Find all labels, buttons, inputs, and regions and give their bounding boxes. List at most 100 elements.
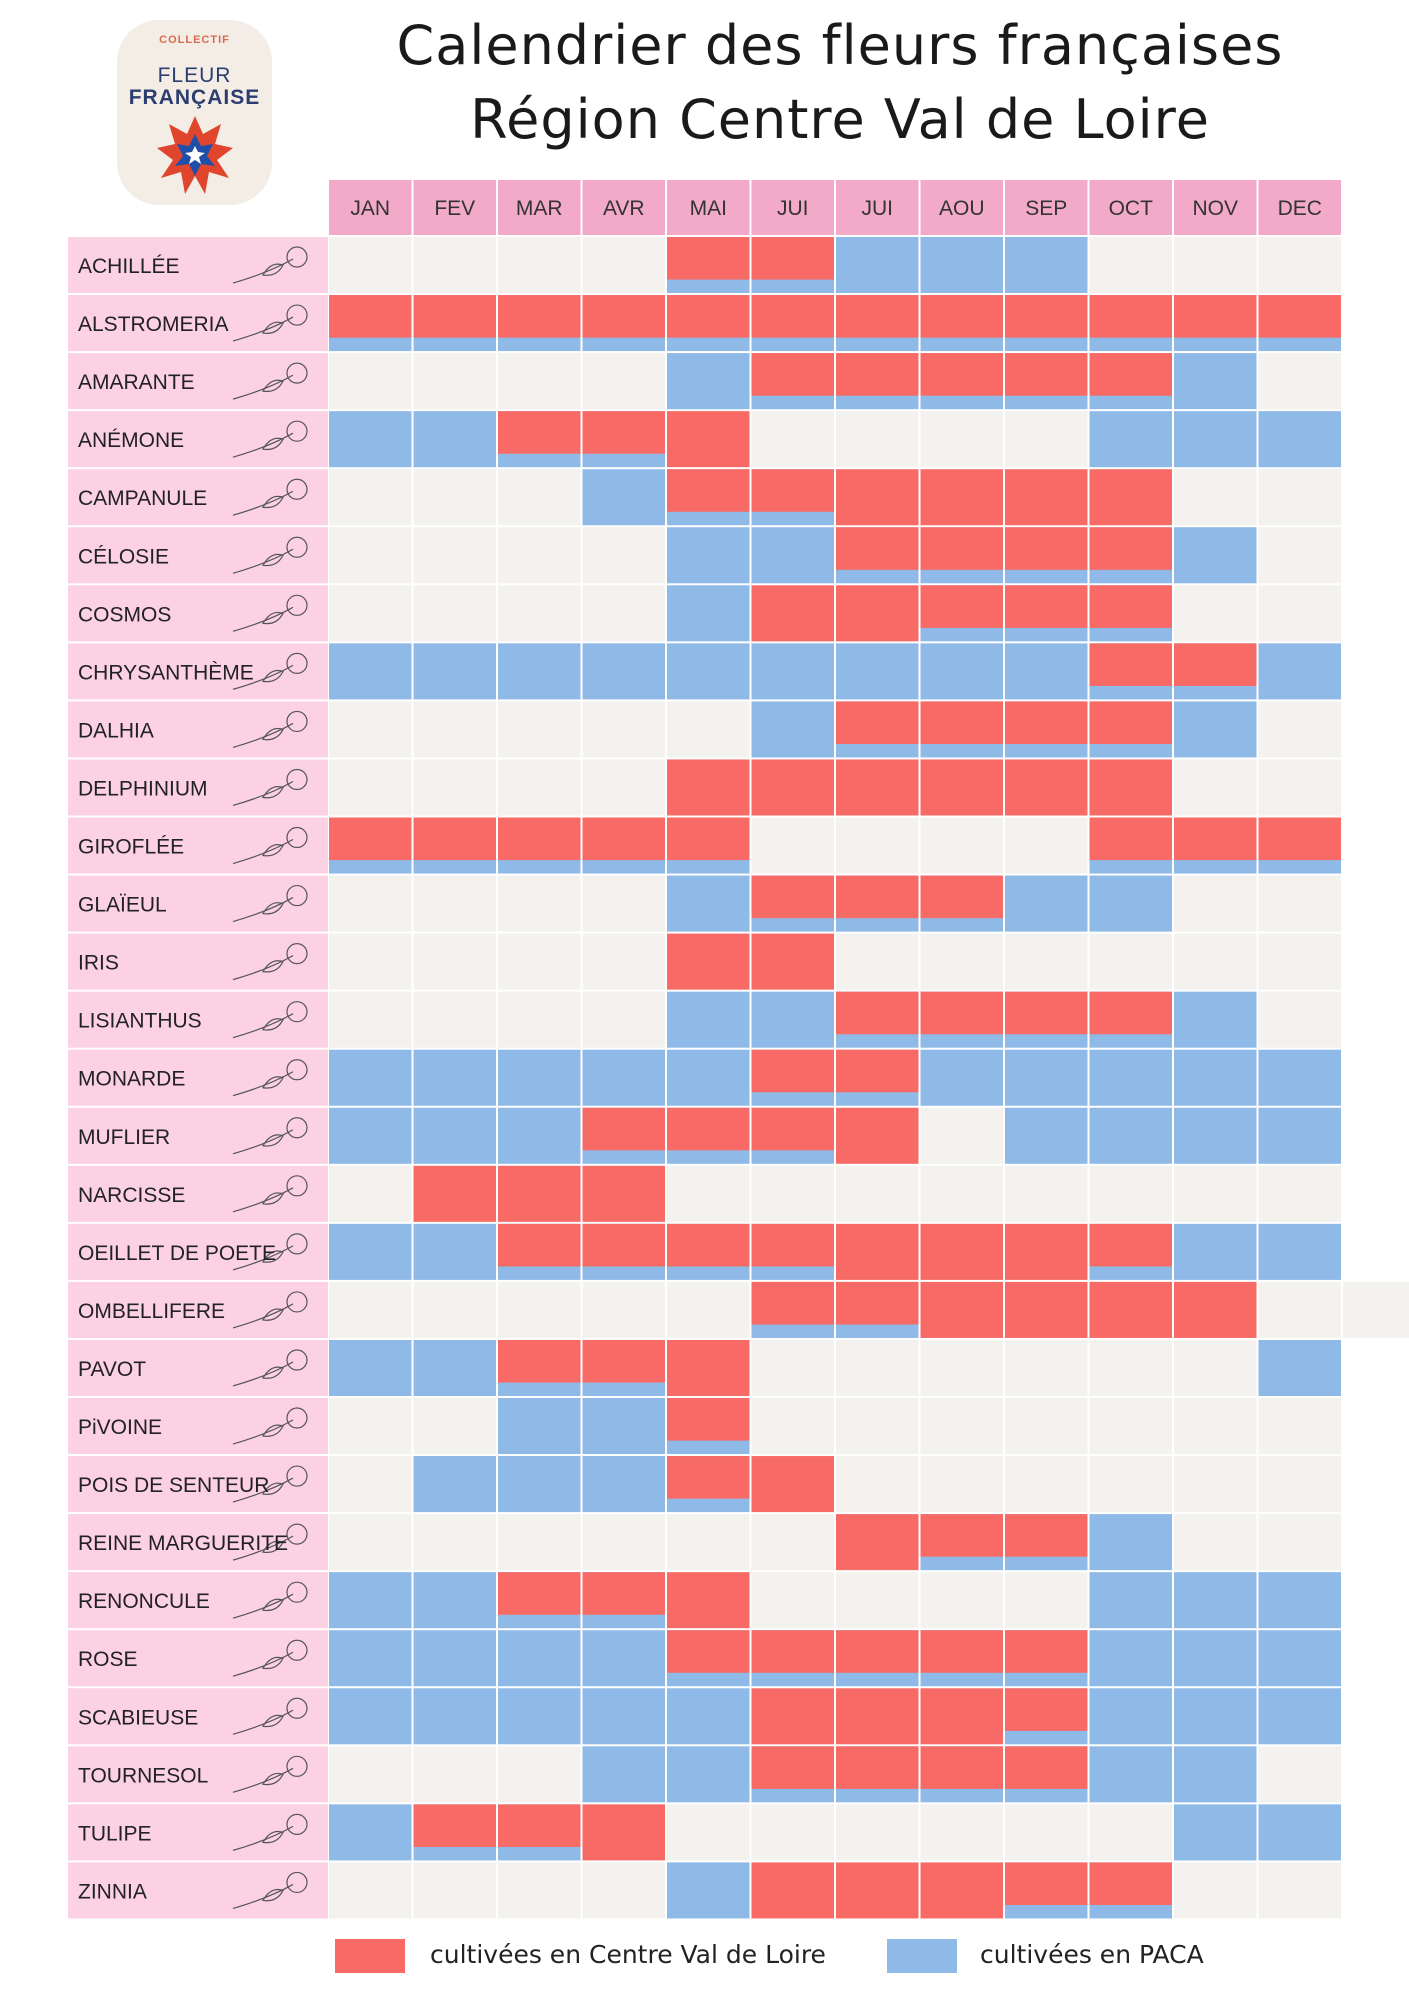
calendar-cell-centre — [1174, 1281, 1257, 1338]
flower-name-label: CHRYSANTHÈME — [78, 661, 254, 684]
calendar-cell-centre — [329, 817, 412, 861]
calendar-cell-empty — [1258, 1165, 1341, 1222]
legend-paca-label: cultivées en PACA — [980, 1940, 1204, 1969]
calendar-cell-centre — [582, 1572, 665, 1615]
calendar-cell-centre — [920, 295, 1003, 338]
calendar-cell-centre — [1089, 991, 1172, 1035]
calendar-cell-empty — [920, 1339, 1003, 1396]
calendar-cell-empty — [413, 991, 496, 1048]
calendar-cell-empty — [582, 875, 665, 932]
calendar-cell-paca — [582, 1630, 665, 1687]
calendar-cell-centre — [582, 1165, 665, 1222]
calendar-cell-paca — [1174, 1804, 1257, 1861]
calendar-cell-paca — [1005, 875, 1088, 932]
calendar-cell-centre — [667, 237, 750, 280]
calendar-cell-empty — [498, 1514, 581, 1571]
flower-sketch-icon — [232, 1059, 308, 1097]
flower-sketch-icon — [232, 1465, 308, 1503]
month-header-cell — [1005, 180, 1088, 235]
flower-sketch-icon — [232, 1349, 308, 1387]
month-header-cell — [1089, 180, 1172, 235]
calendar-cell-centre — [667, 1107, 750, 1151]
calendar-cell-centre — [751, 1688, 834, 1745]
calendar-cell-paca — [1089, 411, 1172, 468]
flower-sketch-icon — [232, 478, 308, 516]
month-header-label: JAN — [350, 197, 390, 220]
calendar-cell-paca — [920, 1049, 1003, 1106]
calendar-cell-centre — [836, 1688, 919, 1745]
flower-sketch-icon — [232, 594, 308, 632]
legend-paca-swatch — [887, 1939, 957, 1973]
calendar-cell-centre — [413, 1165, 496, 1222]
calendar-cell-centre — [1089, 585, 1172, 628]
calendar-cell-empty — [1089, 1398, 1172, 1455]
calendar-cell-centre — [1089, 817, 1172, 861]
collectif-fleur-francaise-logo: COLLECTIF FLEUR FRANÇAISE — [117, 20, 272, 205]
calendar-cell-paca — [498, 1049, 581, 1106]
calendar-cell-empty — [413, 469, 496, 526]
calendar-cell-paca — [667, 643, 750, 700]
calendar-cell-paca — [329, 1804, 412, 1861]
calendar-cell-paca — [1089, 1514, 1172, 1571]
calendar-cell-empty — [329, 469, 412, 526]
calendar-cell-paca — [1174, 353, 1257, 410]
calendar-cell-paca — [413, 1223, 496, 1280]
flower-label-cell — [68, 469, 328, 526]
calendar-cell-empty — [582, 1514, 665, 1571]
calendar-cell-empty — [1174, 1514, 1257, 1571]
calendar-cell-centre — [920, 1281, 1003, 1338]
flower-label-cell — [68, 1804, 328, 1861]
calendar-cell-centre — [667, 295, 750, 338]
calendar-cell-centre — [920, 1746, 1003, 1789]
flower-sketch-icon — [232, 710, 308, 749]
calendar-cell-empty — [751, 1165, 834, 1222]
calendar-cell-centre — [920, 1862, 1003, 1919]
calendar-cell-centre — [920, 991, 1003, 1035]
calendar-cell-empty — [413, 701, 496, 758]
calendar-cell-paca — [667, 1049, 750, 1106]
calendar-cell-centre — [836, 701, 919, 744]
month-header-label: JUI — [862, 197, 894, 220]
calendar-cell-empty — [498, 1281, 581, 1338]
flower-name-label: NARCISSE — [78, 1184, 185, 1207]
flower-sketch-icon — [232, 304, 308, 342]
calendar-cell-centre — [751, 933, 834, 990]
calendar-cell-centre — [498, 295, 581, 338]
calendar-cell-centre — [329, 295, 412, 338]
calendar-cell-centre — [1258, 817, 1341, 861]
flower-label-cell — [68, 1572, 328, 1629]
calendar-cell-empty — [920, 411, 1003, 468]
calendar-cell-centre — [920, 1630, 1003, 1673]
calendar-cell-paca — [329, 1107, 412, 1164]
calendar-cell-paca — [1089, 1746, 1172, 1803]
calendar-cell-centre — [1089, 469, 1172, 526]
calendar-cell-paca — [1258, 411, 1341, 468]
calendar-cell-centre — [836, 991, 919, 1035]
flower-sketch-icon — [232, 1117, 308, 1155]
calendar-cell-empty — [667, 701, 750, 758]
calendar-cell-empty — [498, 875, 581, 932]
calendar-cell-empty — [1005, 1339, 1088, 1396]
calendar-cell-empty — [1258, 1746, 1341, 1803]
flower-sketch-icon — [232, 420, 308, 458]
calendar-cell-paca — [667, 353, 750, 410]
calendar-cell-empty — [920, 1804, 1003, 1861]
calendar-cell-empty — [582, 527, 665, 584]
calendar-cell-empty — [836, 817, 919, 874]
calendar-cell-paca — [1005, 1107, 1088, 1164]
calendar-cell-empty — [582, 701, 665, 758]
calendar-cell-centre — [667, 1339, 750, 1396]
calendar-cell-centre — [1005, 585, 1088, 628]
calendar-cell-centre — [667, 411, 750, 468]
calendar-cell-empty — [413, 1281, 496, 1338]
calendar-cell-centre — [582, 817, 665, 861]
flower-sketch-icon — [232, 1813, 308, 1851]
month-header-label: FEV — [434, 197, 475, 220]
calendar-cell-empty — [1005, 1398, 1088, 1455]
calendar-cell-paca — [413, 1572, 496, 1629]
calendar-cell-centre — [667, 817, 750, 861]
calendar-cell-centre — [498, 1165, 581, 1222]
calendar-cell-paca — [1089, 1107, 1172, 1164]
month-header-label: JUI — [777, 197, 809, 220]
calendar-cell-empty — [1258, 1456, 1341, 1513]
